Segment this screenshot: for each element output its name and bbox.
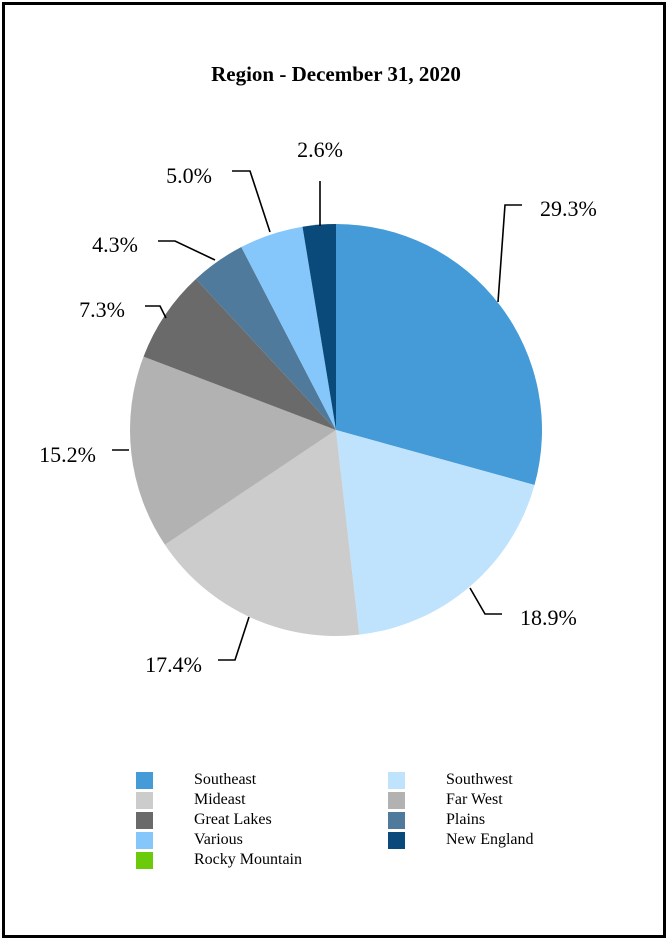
legend-label-plains: Plains [446, 811, 486, 828]
legend-swatch-plains [388, 812, 405, 829]
data-label-southeast: 29.3% [540, 196, 597, 221]
legend-swatch-southeast [136, 772, 153, 789]
pie-slice-southwest [336, 430, 535, 635]
data-label-mideast: 17.4% [145, 652, 202, 677]
pie-slice-southeast [336, 224, 543, 485]
data-label-great-lakes: 7.3% [79, 297, 125, 322]
legend-label-southwest: Southwest [446, 771, 513, 788]
data-label-new-england: 2.6% [297, 137, 343, 162]
data-label-various: 5.0% [166, 163, 212, 188]
data-label-plains: 4.3% [92, 232, 138, 257]
leader-line-southeast [497, 204, 522, 303]
pie-slice-various [241, 226, 336, 430]
data-label-far-west: 15.2% [39, 442, 96, 467]
legend-label-great-lakes: Great Lakes [194, 811, 272, 828]
legend-swatch-great-lakes [136, 812, 153, 829]
pie-slice-great-lakes [143, 278, 336, 430]
data-label-southwest: 18.9% [520, 605, 577, 630]
legend-swatch-rocky-mountain [136, 852, 153, 869]
legend-label-new-england: New England [446, 831, 534, 848]
legend-swatch-various [136, 832, 153, 849]
legend-swatch-southwest [388, 772, 405, 789]
legend-label-far-west: Far West [446, 791, 503, 808]
leader-line-mideast [218, 616, 250, 661]
leader-line-great-lakes [145, 305, 167, 319]
pie-slice-new-england [302, 223, 336, 430]
legend-label-mideast: Mideast [194, 791, 246, 808]
pie-slice-mideast [164, 430, 360, 636]
leader-line-various [232, 170, 271, 233]
legend-label-rocky-mountain: Rocky Mountain [194, 851, 302, 868]
legend-label-southeast: Southeast [194, 771, 257, 788]
leader-line-plains [158, 240, 216, 261]
legend-swatch-far-west [388, 792, 405, 809]
leader-line-southwest [469, 587, 502, 615]
legend-label-various: Various [194, 831, 243, 848]
pie-slice-plains [195, 247, 336, 430]
legend-swatch-new-england [388, 832, 405, 849]
legend-swatch-mideast [136, 792, 153, 809]
chart-title: Region - December 31, 2020 [211, 62, 461, 86]
pie-slice-far-west [130, 356, 336, 545]
